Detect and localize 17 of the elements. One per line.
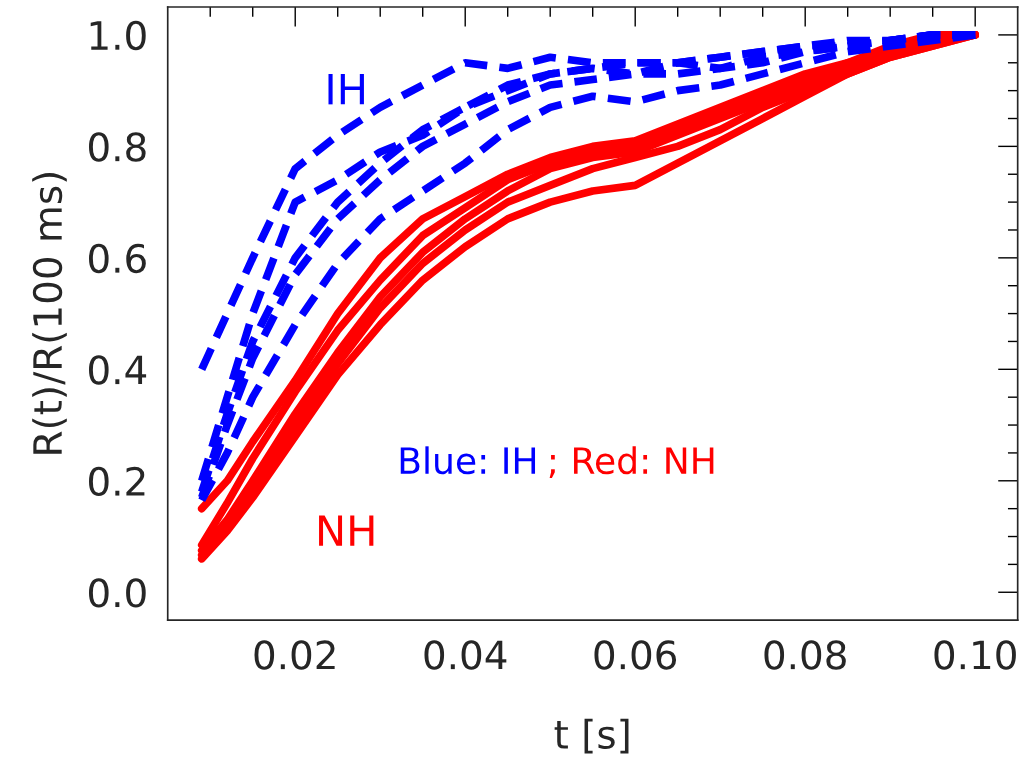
x-tick-label: 0.04 <box>424 640 507 670</box>
annotation: NH <box>319 515 374 546</box>
y-tick-label: 0.6 <box>89 243 146 274</box>
y-tick-label: 0.2 <box>89 466 145 497</box>
y-tick-label: 0.4 <box>89 355 147 385</box>
x-tick-label: 0.10 <box>934 640 1016 670</box>
annotation: ; Red: NH <box>549 446 714 478</box>
y-tick-label: 1.0 <box>90 20 146 51</box>
annotation: Blue: IH <box>400 446 536 475</box>
annotation: IH <box>328 73 364 105</box>
y-tick-label: 0.0 <box>89 578 146 608</box>
y-tick-label: 0.8 <box>89 132 146 162</box>
x-tick-label: 0.08 <box>764 640 846 670</box>
x-tick-label: 0.02 <box>254 640 335 670</box>
x-axis-title: t [s] <box>554 718 629 754</box>
y-axis-title: R(t)/R(100 ms) <box>32 173 67 454</box>
x-tick-label: 0.06 <box>594 640 677 670</box>
